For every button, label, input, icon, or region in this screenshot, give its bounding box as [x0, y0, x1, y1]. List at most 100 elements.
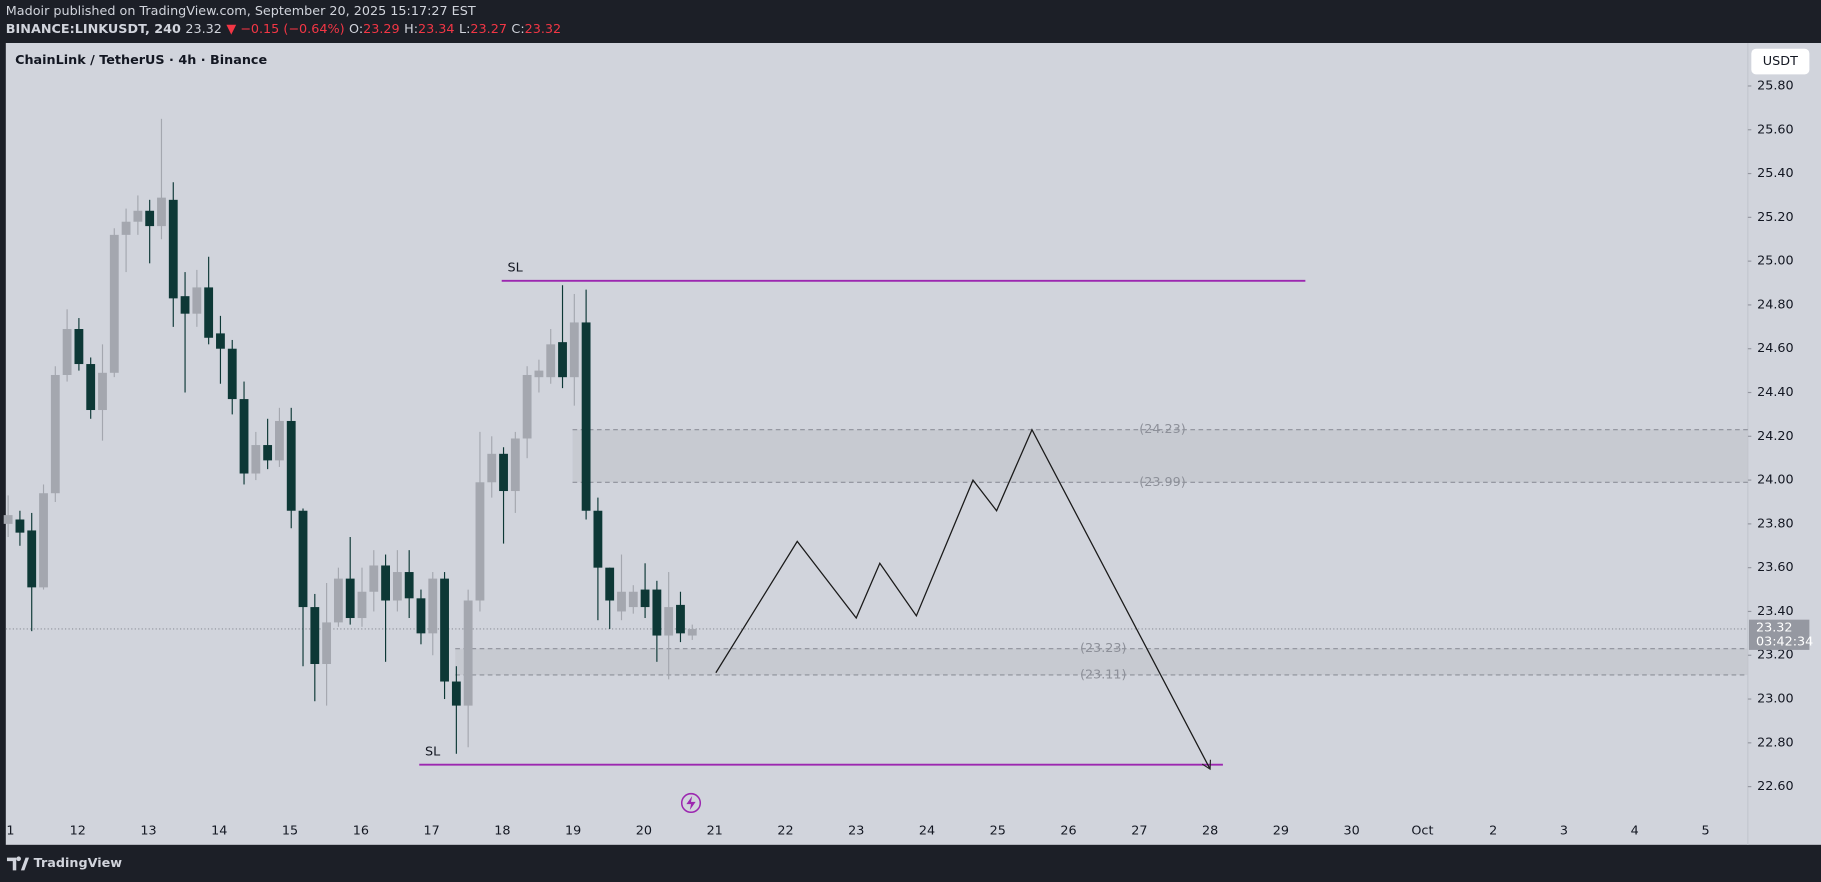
- candle-body: [487, 453, 497, 483]
- candle-body: [298, 510, 308, 608]
- x-tick-label: 14: [211, 823, 227, 838]
- symbol: BINANCE:LINKUSDT, 240: [6, 22, 181, 37]
- y-tick-label: 23.20: [1757, 648, 1794, 663]
- candle-body: [98, 372, 107, 411]
- zone-label: (24.23): [1139, 422, 1186, 437]
- candle-body: [522, 374, 532, 439]
- candle-body: [62, 329, 72, 375]
- candle-body: [392, 572, 402, 601]
- logo-mark: [6, 856, 30, 871]
- candle-body: [428, 578, 438, 634]
- candle-body: [463, 600, 473, 706]
- ohlc-value: 23.29: [363, 22, 400, 37]
- candle-body: [664, 607, 674, 636]
- x-tick-label: 17: [423, 823, 439, 838]
- x-tick-label: 5: [1701, 823, 1709, 838]
- x-tick-label: 22: [777, 823, 793, 838]
- countdown: 03:42:34: [1756, 634, 1813, 649]
- x-tick-label: 18: [494, 823, 510, 838]
- candle-body: [333, 578, 343, 623]
- candle-body: [404, 572, 414, 599]
- event-icon-bolt: [686, 796, 696, 810]
- candle-body: [204, 287, 214, 338]
- candle-body: [121, 221, 131, 235]
- x-tick-label: 26: [1060, 823, 1076, 838]
- y-tick-label: 23.80: [1757, 516, 1794, 531]
- y-tick-label: 22.60: [1757, 779, 1794, 794]
- x-tick-label: 21: [707, 823, 723, 838]
- x-tick-label: 29: [1273, 823, 1289, 838]
- currency-button[interactable]: [1751, 48, 1810, 75]
- candle-body: [145, 210, 155, 227]
- candle-body: [357, 591, 367, 619]
- event-icon[interactable]: [680, 792, 702, 814]
- candle-body: [27, 530, 37, 588]
- projection-path: [715, 428, 1212, 771]
- candle-body: [74, 329, 84, 365]
- last-price-tag: [1748, 619, 1810, 650]
- ohlc-value: 23.27: [470, 22, 507, 37]
- ohlc-label: L:: [459, 22, 470, 37]
- last-price-label: 23.32: [1756, 620, 1793, 635]
- ohlc-value: 23.32: [525, 22, 562, 37]
- change: ▼ −0.15 (−0.64%): [226, 22, 344, 37]
- candle-body: [50, 374, 60, 494]
- x-tick-label: 28: [1202, 823, 1218, 838]
- candle-body: [239, 399, 249, 474]
- currency[interactable]: USDT: [1763, 54, 1798, 69]
- candle-body: [263, 445, 273, 461]
- zone: [572, 429, 1748, 483]
- x-tick-label: 24: [919, 823, 935, 838]
- last: 23.32: [185, 22, 222, 37]
- y-tick-label: 23.60: [1757, 560, 1794, 575]
- y-tick-label: 25.40: [1757, 166, 1794, 181]
- candle-body: [628, 591, 638, 608]
- candle-body: [180, 296, 190, 314]
- candle-body: [15, 519, 25, 533]
- candle-body: [558, 342, 567, 378]
- candle-body: [216, 333, 225, 349]
- y-tick-label: 22.80: [1757, 735, 1794, 750]
- chart-title: ChainLink / TetherUS · 4h · Binance: [15, 53, 267, 68]
- candle-body: [369, 565, 379, 592]
- candle-body: [687, 628, 697, 636]
- ohlc-label: O:: [349, 22, 363, 37]
- x-tick-label: 13: [140, 823, 156, 838]
- candle-body: [499, 453, 508, 492]
- zone-label: (23.99): [1139, 475, 1186, 490]
- y-tick-label: 25.60: [1757, 122, 1794, 137]
- y-tick-label: 24.80: [1757, 297, 1794, 312]
- candle-body: [227, 348, 237, 400]
- candle-body: [593, 510, 603, 568]
- candle-body: [605, 567, 615, 601]
- candle-body: [652, 589, 662, 636]
- candle-body: [475, 482, 485, 601]
- candle-body: [510, 438, 520, 492]
- ohlc-label: H:: [404, 22, 418, 37]
- y-tick-label: 24.60: [1757, 341, 1794, 356]
- candle-body: [440, 578, 449, 682]
- y-tick-label: 25.80: [1757, 78, 1794, 93]
- candle-body: [322, 622, 332, 665]
- x-tick-label: 4: [1631, 823, 1639, 838]
- y-tick-label: 24.40: [1757, 385, 1794, 400]
- candle-body: [133, 210, 143, 222]
- stop-loss-label: SL: [425, 744, 441, 759]
- symbol-line: BINANCE:LINKUSDT, 240 23.32 ▼ −0.15 (−0.…: [6, 22, 561, 37]
- x-tick-label: 16: [353, 823, 369, 838]
- candle-body: [534, 370, 544, 378]
- candle-body: [157, 197, 166, 227]
- y-tick-label: 25.00: [1757, 254, 1794, 269]
- candle-body: [109, 234, 119, 373]
- candle-body: [617, 591, 626, 612]
- y-tick-label: 24.20: [1757, 429, 1794, 444]
- x-tick-label: Oct: [1411, 823, 1433, 838]
- x-tick-label: 27: [1131, 823, 1147, 838]
- candle-body: [569, 322, 579, 378]
- x-tick-label: 1: [6, 823, 14, 838]
- x-tick-label: 12: [70, 823, 86, 838]
- x-tick-label: 15: [282, 823, 298, 838]
- x-tick-label: 2: [1489, 823, 1497, 838]
